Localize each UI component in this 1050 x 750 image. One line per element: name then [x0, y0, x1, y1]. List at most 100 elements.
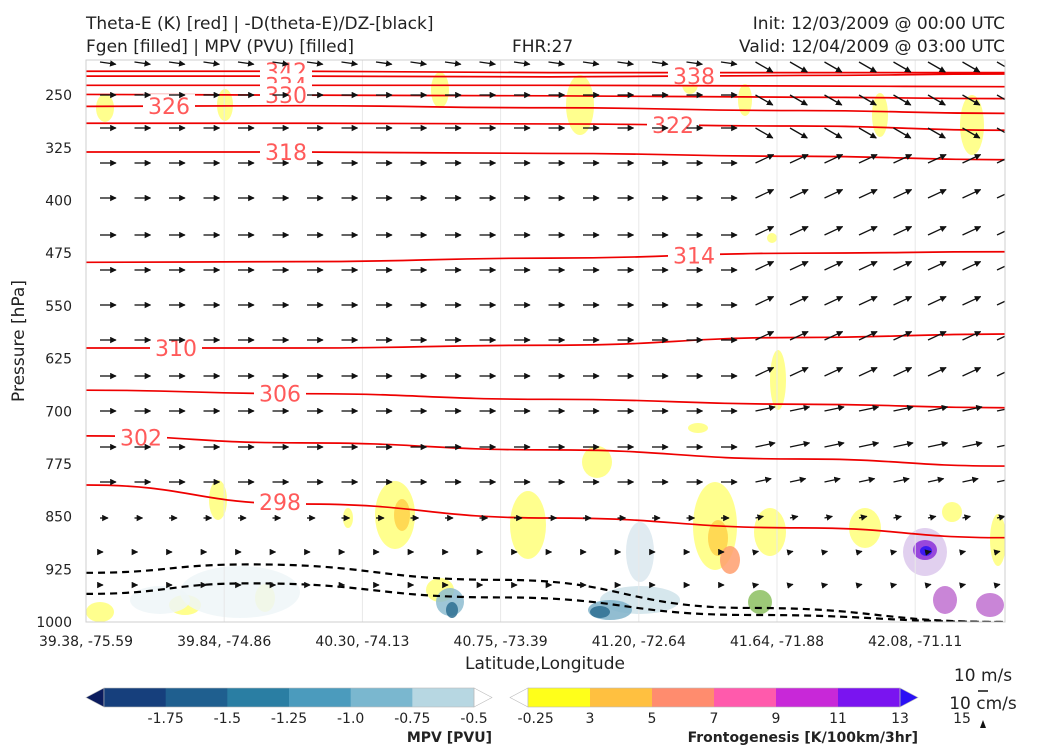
theta-e-label-318: 318	[265, 141, 307, 166]
wind-vector	[962, 514, 971, 521]
theta-e-contours: 342338334330326322318314310306302298	[86, 60, 1005, 622]
mpv-colorbar-label: MPV [PVU]	[407, 730, 492, 746]
wind-vector	[858, 330, 878, 341]
wind-vector	[752, 549, 760, 556]
wind-vector	[824, 225, 844, 236]
wind-vector	[755, 330, 775, 341]
wind-vector	[858, 366, 878, 377]
wind-vector	[755, 404, 776, 412]
wind-vector	[824, 153, 844, 164]
wind-vector	[993, 582, 1001, 589]
wind-vector	[893, 94, 912, 106]
wind-vector	[824, 366, 844, 377]
wind-vector	[996, 230, 1005, 236]
fgen-colorbar-swatch	[776, 688, 839, 707]
x-tick-label: 41.64, -71.88	[730, 634, 824, 650]
wind-vector	[893, 188, 913, 199]
wind-vector	[996, 335, 1005, 341]
theta-e-label-326: 326	[148, 95, 190, 120]
x-tick-label: 39.38, -75.59	[39, 634, 133, 650]
wind-vector	[821, 582, 829, 589]
wind-vector	[893, 404, 914, 412]
wind-vector	[858, 225, 878, 236]
wind-vector	[786, 549, 794, 556]
wind-vector	[962, 366, 982, 377]
theta-e-line-322	[86, 122, 1005, 132]
mpv-colorbar-swatch	[227, 688, 290, 707]
contour-label-bg	[115, 425, 167, 448]
wind-vector	[582, 60, 600, 67]
wind-vector	[893, 260, 913, 271]
wind-vector	[786, 582, 794, 589]
theta-e-line-302	[86, 434, 1005, 467]
field-blob	[394, 499, 410, 531]
field-blob	[582, 446, 612, 478]
wind-vector	[824, 330, 844, 341]
wind-vector	[927, 514, 937, 521]
wind-vector	[996, 300, 1005, 306]
wind-vector	[962, 188, 982, 199]
wind-vector	[134, 60, 151, 67]
wind-vector	[237, 60, 255, 67]
wind-vector	[755, 260, 775, 271]
wind-vector	[858, 94, 877, 106]
fgen-colorbar-tick: 5	[648, 711, 657, 727]
wind-vector	[752, 582, 760, 589]
wind-vector	[959, 582, 967, 589]
wind-vector	[996, 514, 1005, 521]
mpv-colorbar-swatch	[412, 688, 475, 707]
field-blob	[767, 233, 777, 243]
wind-vector	[789, 404, 811, 412]
field-blob	[942, 502, 962, 522]
wind-vector	[962, 440, 983, 448]
wind-vector	[755, 225, 775, 236]
wind-vector	[962, 476, 979, 484]
fgen-colorbar-swatch	[838, 688, 901, 707]
y-tick-label: 775	[45, 457, 72, 473]
wind-vector	[755, 366, 775, 377]
wind-vector	[927, 225, 947, 236]
wind-vector	[789, 153, 809, 164]
field-blob	[708, 520, 728, 556]
theta-e-label-310: 310	[155, 337, 197, 362]
theta-e-line-330	[86, 93, 1005, 100]
contour-label-bg	[254, 490, 306, 513]
field-blob	[217, 89, 233, 121]
wind-vector	[789, 260, 809, 271]
fgen-colorbar-swatch	[652, 688, 715, 707]
wind-vector	[927, 330, 947, 341]
wind-vector	[858, 260, 878, 271]
mpv-colorbar-swatch	[85, 687, 105, 708]
field-blob	[510, 491, 546, 559]
wind-vector	[893, 440, 914, 448]
wind-vector	[789, 188, 809, 199]
wind-vector	[479, 60, 496, 67]
wind-vector	[789, 94, 808, 106]
wind-vector	[789, 61, 808, 73]
wind-vector	[927, 476, 945, 484]
wind-vector	[893, 61, 912, 73]
field-blob	[738, 84, 752, 116]
wind-vector	[996, 371, 1005, 377]
y-tick-label: 1000	[36, 615, 72, 631]
wind-vector	[548, 60, 565, 67]
wind-vector	[789, 366, 809, 377]
x-tick-label: 42.08, -71.11	[868, 634, 962, 650]
wind-vector	[824, 295, 844, 306]
wind-vector	[858, 127, 877, 139]
contour-label-bg	[254, 381, 306, 404]
field-blob	[86, 602, 114, 622]
wind-vector	[824, 260, 844, 271]
mpv-colorbar-tick: -0.5	[460, 711, 487, 727]
plot-frame	[85, 59, 1006, 623]
theta-e-line-342	[86, 70, 1005, 74]
y-tick-label: 700	[45, 404, 72, 420]
wind-vector	[789, 514, 799, 521]
wind-key-horizontal: 10 m/s	[954, 666, 1012, 686]
wind-key-vertical: 10 cm/s	[949, 694, 1017, 714]
field-blob	[990, 514, 1005, 566]
wind-vector	[824, 476, 841, 484]
wind-vector	[858, 404, 880, 412]
x-tick-label: 40.30, -74.13	[315, 634, 409, 650]
